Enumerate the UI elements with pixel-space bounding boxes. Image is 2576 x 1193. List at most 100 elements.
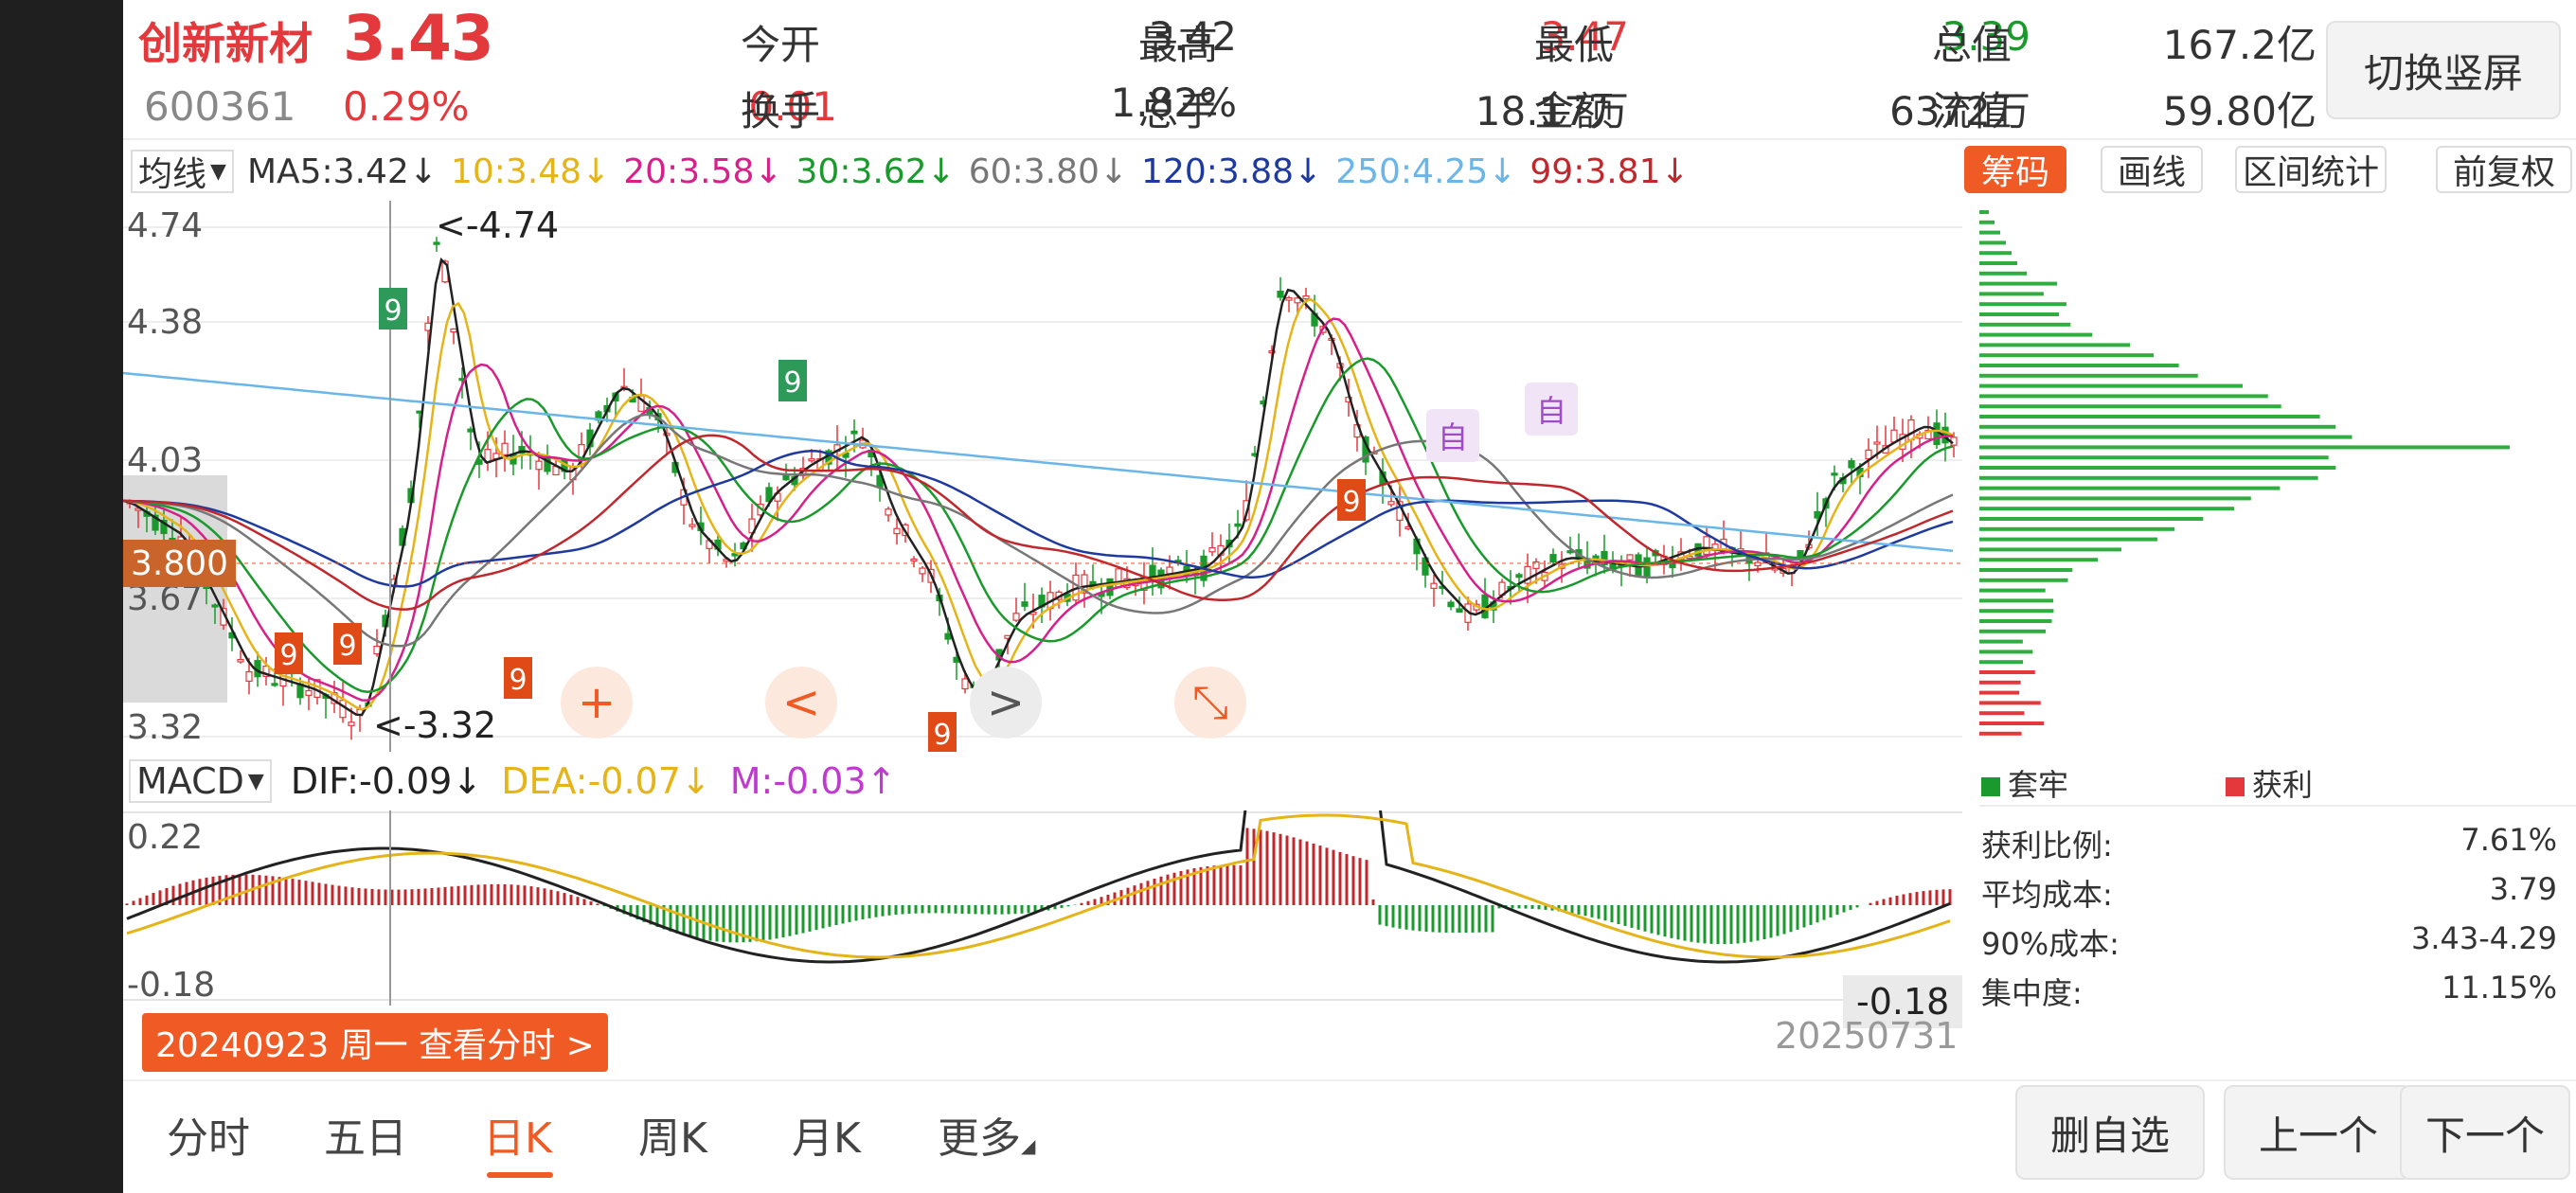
quote-label-float-value: 流值 [1932, 88, 2012, 134]
adjust-price-button[interactable]: 前复权 [2436, 146, 2572, 193]
scroll-right-icon[interactable]: > [970, 667, 1042, 739]
candle-body [850, 430, 858, 435]
candle-body [305, 689, 313, 696]
switch-portrait-button[interactable]: 切换竖屏 [2326, 21, 2561, 119]
macd-selector-label: MACD [136, 760, 244, 802]
next-stock-button[interactable]: 下一个 [2400, 1085, 2570, 1180]
marker-digit: 9 [384, 294, 402, 328]
quote-value-total-value: 167.2亿 [2162, 22, 2317, 68]
previous-stock-button[interactable]: 上一个 [2224, 1085, 2413, 1180]
candle-body [348, 721, 355, 726]
legend-label: 套牢 [2008, 767, 2069, 803]
tab-more[interactable]: 更多◢ [938, 1104, 1035, 1165]
marker-digit: 9 [509, 664, 527, 697]
quote-value-turnover: 1.82% [1110, 80, 1237, 126]
candle-body [467, 428, 474, 433]
chip-bar [1979, 475, 2318, 480]
sequence-marker: 9 [333, 623, 362, 665]
price-axis-top: 4.74 [127, 206, 204, 245]
trapped-color-swatch [1981, 777, 2000, 796]
candle-body [1294, 297, 1301, 304]
candle-body [1831, 472, 1838, 476]
ma-selector[interactable]: 均线 ▼ [131, 150, 234, 194]
candle-body [1208, 546, 1216, 553]
candle-body [808, 458, 815, 462]
kline-chart[interactable]: 9 9 9 9 9 9 9 [123, 201, 1962, 752]
chip-bar [1979, 240, 2006, 245]
chip-bar [1979, 690, 2020, 695]
sequence-marker: 9 [778, 360, 807, 401]
ma-selector-label: 均线 [138, 155, 207, 194]
candle-body [1601, 550, 1608, 566]
chip-bar [1979, 619, 2052, 623]
range-stats-button[interactable]: 区间统计 [2235, 146, 2387, 193]
candle-body [237, 659, 244, 663]
chip-bar [1979, 302, 2066, 307]
macd-chart[interactable] [123, 810, 1962, 1006]
current-price: 3.43 [343, 2, 494, 75]
candle-body [450, 328, 457, 333]
tab-weekly-k[interactable]: 周K [638, 1114, 707, 1163]
chip-bar [1979, 629, 2047, 633]
candle-body [1907, 418, 1915, 441]
sequence-marker: 9 [379, 288, 407, 329]
chip-bar [1979, 711, 2025, 716]
ma-item: 10:3.48↓ [450, 151, 611, 191]
remove-watchlist-button[interactable]: 删自选 [2015, 1085, 2205, 1180]
tab-five-day[interactable]: 五日 [324, 1114, 407, 1163]
chip-bar [1979, 343, 2131, 347]
ma-legend-row: 均线 ▼ MA5:3.42↓ 10:3.48↓ 20:3.58↓ 30:3.62↓… [131, 148, 1703, 195]
chip-bar [1979, 271, 2028, 276]
chip-bar [1979, 281, 2058, 286]
candle-body [1021, 601, 1029, 607]
zoom-in-icon[interactable]: + [561, 667, 633, 739]
macd-dea: DEA:-0.07↓ [501, 760, 711, 802]
candle-body [919, 567, 926, 575]
legend-label: 获利 [2252, 767, 2314, 803]
view-intraday-badge[interactable]: 20240923 周一 查看分时 > [142, 1013, 608, 1072]
marker-box [379, 288, 407, 329]
ma-line [123, 413, 1954, 648]
self-select-marker[interactable]: 自 [1525, 383, 1578, 436]
chip-bar [1979, 609, 2054, 614]
candle-body [518, 445, 526, 454]
macd-dif: DIF:-0.09↓ [290, 760, 483, 802]
candle-body [731, 553, 739, 557]
tab-intraday[interactable]: 分时 [167, 1114, 250, 1163]
quote-value-open: 3.42 [1148, 13, 1237, 60]
candle-body [1302, 295, 1310, 300]
dif-line [126, 810, 1951, 964]
candle-body [1643, 557, 1651, 579]
candle-body [544, 457, 551, 472]
chip-bar [1979, 353, 2155, 358]
sequence-marker: 9 [928, 712, 957, 752]
chip-bar [1979, 598, 2053, 603]
self-select-marker[interactable]: 自 [1426, 409, 1479, 462]
price-axis-bottom: 3.32 [127, 708, 204, 747]
chip-bar [1979, 383, 2243, 388]
marker-box [1337, 479, 1366, 521]
chip-bar [1979, 507, 2235, 511]
shrink-icon[interactable]: ⤡ [1174, 667, 1246, 739]
tab-daily-k[interactable]: 日K [483, 1114, 552, 1163]
draw-line-button[interactable]: 画线 [2101, 146, 2203, 193]
candle-body [271, 683, 278, 686]
marker-box [778, 360, 807, 401]
quote-label-low: 最低 [1534, 22, 1615, 68]
candle-body [1234, 523, 1242, 527]
candle-body [1387, 501, 1395, 506]
chip-bar [1979, 445, 2510, 450]
chips-toggle-button[interactable]: 筹码 [1964, 146, 2066, 193]
ma-item: 250:4.25↓ [1335, 151, 1517, 191]
macd-selector[interactable]: MACD ▼ [129, 759, 272, 803]
scroll-left-icon[interactable]: < [765, 667, 837, 739]
candle-body [535, 460, 543, 471]
candle-body [1456, 608, 1463, 614]
ma-line [123, 449, 1954, 588]
quote-label-turnover: 换手 [741, 88, 821, 134]
tab-monthly-k[interactable]: 月K [792, 1114, 861, 1163]
candle-body [339, 700, 347, 719]
macd-grid [123, 811, 1962, 1001]
candle-body [1754, 561, 1762, 567]
chip-bar [1979, 230, 2000, 235]
